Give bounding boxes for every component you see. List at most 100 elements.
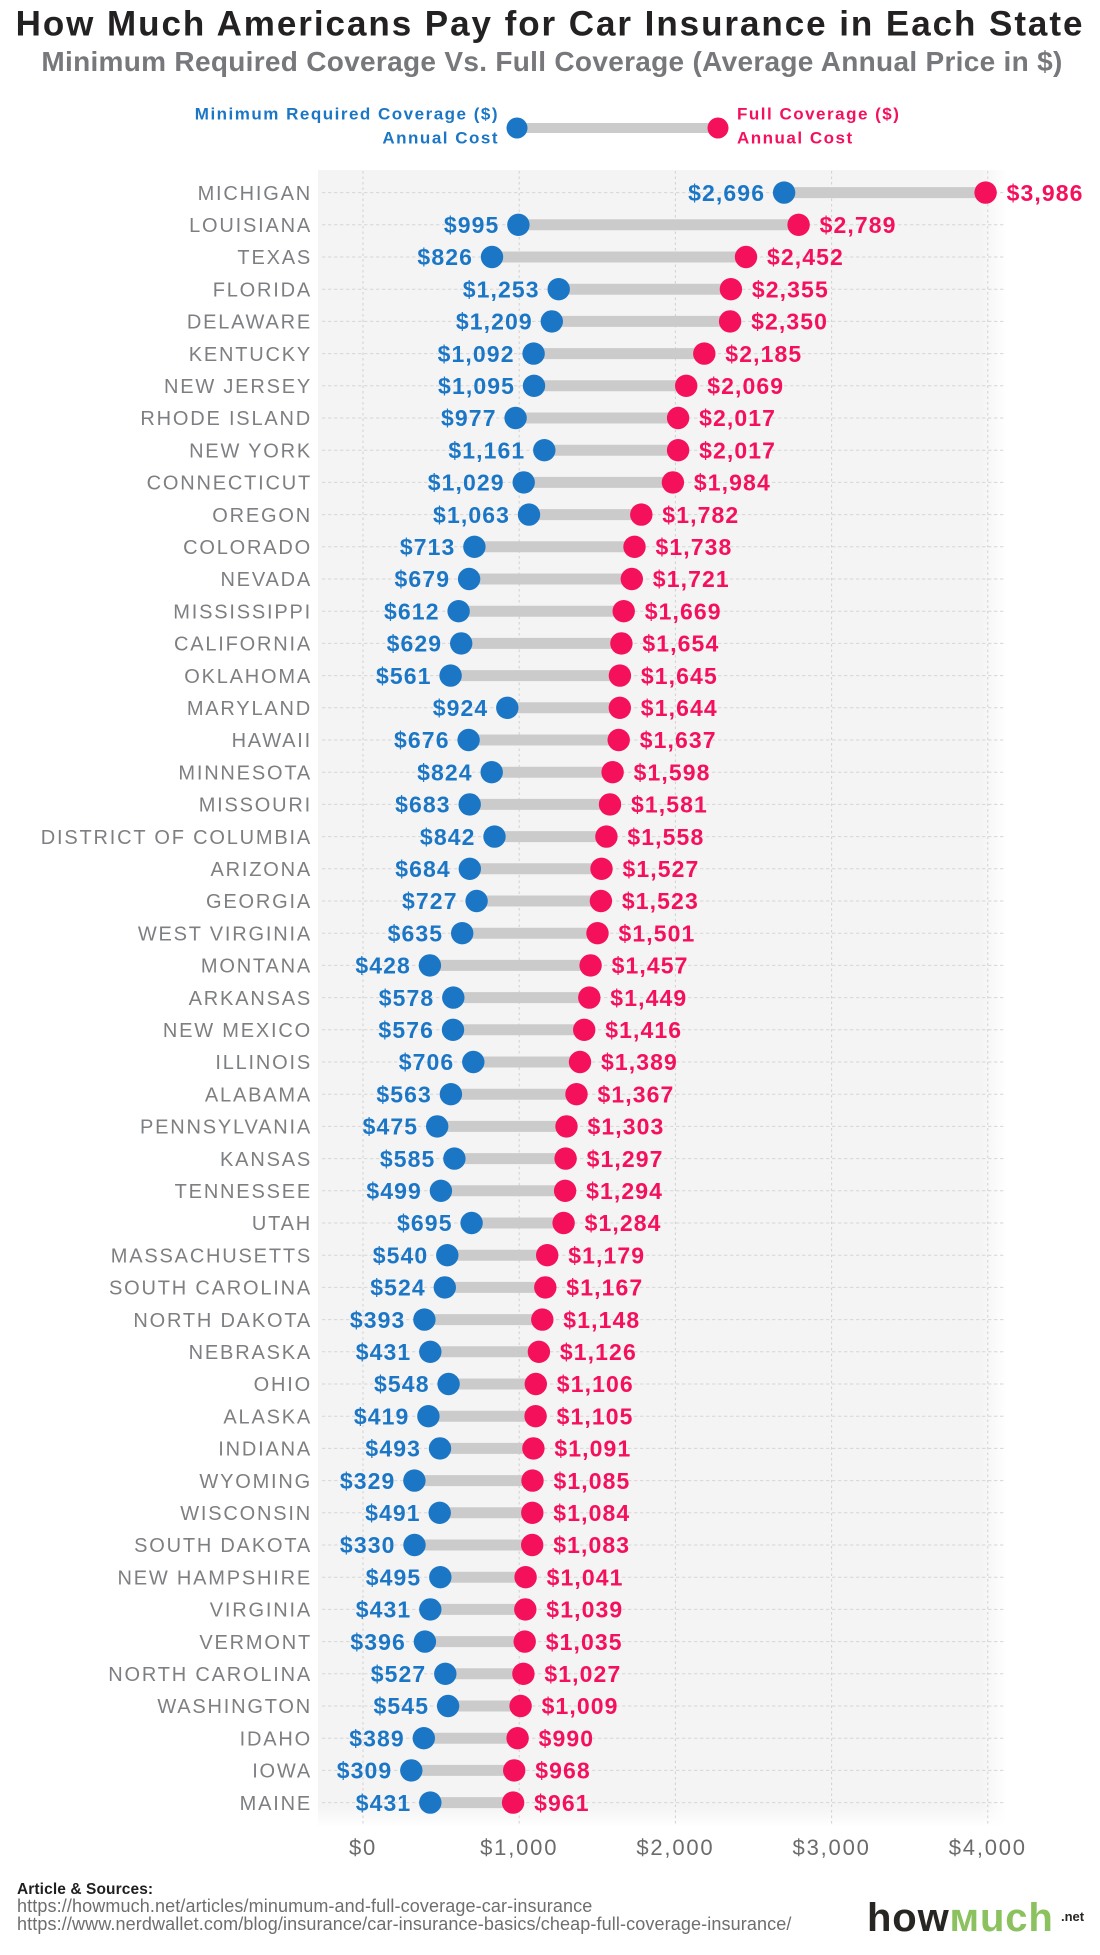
svg-text:MISSISSIPPI: MISSISSIPPI	[173, 601, 312, 623]
svg-text:$635: $635	[388, 920, 444, 946]
svg-text:Full Coverage ($): Full Coverage ($)	[737, 105, 900, 124]
svg-text:MAINE: MAINE	[240, 1793, 312, 1815]
svg-text:$968: $968	[535, 1758, 591, 1784]
svg-text:Annual Cost: Annual Cost	[737, 129, 854, 148]
svg-text:UTAH: UTAH	[252, 1213, 312, 1235]
svg-text:MASSACHUSETTS: MASSACHUSETTS	[111, 1245, 312, 1267]
svg-text:$826: $826	[417, 244, 473, 270]
svg-text:$3,000: $3,000	[793, 1835, 871, 1860]
svg-text:$524: $524	[370, 1275, 426, 1301]
svg-text:howмuch: howмuch	[867, 1896, 1054, 1940]
svg-text:WISCONSIN: WISCONSIN	[180, 1503, 312, 1525]
svg-text:TENNESSEE: TENNESSEE	[175, 1181, 312, 1203]
svg-text:DISTRICT OF COLUMBIA: DISTRICT OF COLUMBIA	[41, 827, 312, 849]
svg-text:$1,644: $1,644	[641, 695, 718, 721]
svg-text:$0: $0	[349, 1835, 377, 1860]
svg-text:$1,095: $1,095	[438, 373, 515, 399]
svg-text:$1,527: $1,527	[623, 856, 700, 882]
svg-text:$1,645: $1,645	[641, 663, 718, 689]
svg-text:$1,501: $1,501	[619, 920, 696, 946]
svg-text:$1,105: $1,105	[557, 1403, 634, 1429]
svg-text:$561: $561	[376, 663, 432, 689]
svg-text:ALASKA: ALASKA	[223, 1406, 312, 1428]
svg-text:$396: $396	[350, 1629, 406, 1655]
svg-text:$527: $527	[371, 1661, 427, 1687]
svg-text:$1,084: $1,084	[553, 1500, 630, 1526]
svg-text:$1,027: $1,027	[544, 1661, 621, 1687]
svg-text:$706: $706	[399, 1049, 455, 1075]
svg-text:$1,303: $1,303	[588, 1114, 665, 1140]
svg-text:$540: $540	[373, 1242, 429, 1268]
svg-text:GEORGIA: GEORGIA	[206, 891, 312, 913]
svg-text:$2,000: $2,000	[636, 1835, 714, 1860]
svg-text:$495: $495	[366, 1564, 422, 1590]
svg-text:$1,092: $1,092	[438, 341, 515, 367]
svg-text:WYOMING: WYOMING	[199, 1471, 312, 1493]
svg-text:HAWAII: HAWAII	[232, 730, 312, 752]
svg-text:$1,063: $1,063	[433, 502, 510, 528]
svg-text:WASHINGTON: WASHINGTON	[157, 1696, 312, 1718]
svg-text:$2,069: $2,069	[707, 373, 784, 399]
svg-text:RHODE ISLAND: RHODE ISLAND	[140, 408, 312, 430]
svg-text:$990: $990	[539, 1725, 595, 1751]
svg-text:MARYLAND: MARYLAND	[187, 698, 312, 720]
svg-text:IOWA: IOWA	[252, 1761, 312, 1783]
svg-text:ARIZONA: ARIZONA	[211, 859, 313, 881]
svg-text:$961: $961	[534, 1790, 590, 1816]
svg-text:https://www.nerdwallet.com/blo: https://www.nerdwallet.com/blog/insuranc…	[17, 1914, 792, 1934]
svg-text:Annual Cost: Annual Cost	[382, 129, 499, 148]
svg-text:$1,457: $1,457	[612, 953, 689, 979]
svg-text:$1,167: $1,167	[566, 1275, 643, 1301]
svg-text:NEW MEXICO: NEW MEXICO	[163, 1020, 312, 1042]
svg-text:VERMONT: VERMONT	[199, 1632, 312, 1654]
svg-text:$1,039: $1,039	[546, 1597, 623, 1623]
svg-text:$924: $924	[433, 695, 489, 721]
svg-text:$1,654: $1,654	[642, 631, 719, 657]
svg-text:NEBRASKA: NEBRASKA	[189, 1342, 312, 1364]
svg-text:$2,355: $2,355	[752, 276, 829, 302]
svg-text:$1,179: $1,179	[568, 1242, 645, 1268]
svg-text:CONNECTICUT: CONNECTICUT	[147, 473, 312, 495]
svg-text:$563: $563	[376, 1081, 432, 1107]
svg-text:$1,721: $1,721	[653, 566, 730, 592]
svg-text:$842: $842	[420, 824, 476, 850]
svg-text:SOUTH CAROLINA: SOUTH CAROLINA	[109, 1278, 312, 1300]
svg-text:$1,284: $1,284	[585, 1210, 662, 1236]
svg-text:$1,209: $1,209	[456, 309, 533, 335]
svg-text:$629: $629	[387, 631, 443, 657]
svg-text:$713: $713	[400, 534, 456, 560]
svg-text:CALIFORNIA: CALIFORNIA	[174, 634, 312, 656]
svg-text:IDAHO: IDAHO	[240, 1728, 312, 1750]
svg-text:$727: $727	[402, 888, 458, 914]
svg-text:$1,106: $1,106	[557, 1371, 634, 1397]
svg-text:INDIANA: INDIANA	[218, 1439, 312, 1461]
svg-text:$2,696: $2,696	[688, 180, 765, 206]
svg-text:NORTH DAKOTA: NORTH DAKOTA	[133, 1310, 312, 1332]
svg-text:$493: $493	[365, 1436, 421, 1462]
svg-text:$1,297: $1,297	[587, 1146, 664, 1172]
svg-text:$2,350: $2,350	[751, 309, 828, 335]
svg-text:$1,041: $1,041	[547, 1564, 624, 1590]
svg-text:$393: $393	[350, 1307, 406, 1333]
svg-text:Minimum Required Coverage Vs.: Minimum Required Coverage Vs. Full Cover…	[41, 46, 1062, 77]
svg-text:$2,017: $2,017	[699, 405, 776, 431]
svg-text:$1,389: $1,389	[601, 1049, 678, 1075]
svg-text:$612: $612	[384, 598, 440, 624]
svg-text:$977: $977	[441, 405, 497, 431]
svg-text:WEST VIRGINIA: WEST VIRGINIA	[138, 923, 312, 945]
svg-text:$2,789: $2,789	[820, 212, 897, 238]
svg-text:$1,558: $1,558	[627, 824, 704, 850]
svg-text:$576: $576	[378, 1017, 434, 1043]
svg-text:$1,253: $1,253	[463, 276, 540, 302]
svg-text:NEW HAMPSHIRE: NEW HAMPSHIRE	[117, 1567, 312, 1589]
svg-text:$309: $309	[337, 1758, 393, 1784]
svg-text:$431: $431	[356, 1597, 412, 1623]
svg-text:COLORADO: COLORADO	[183, 537, 312, 559]
svg-text:$585: $585	[380, 1146, 436, 1172]
svg-text:ARKANSAS: ARKANSAS	[189, 988, 312, 1010]
svg-text:PENNSYLVANIA: PENNSYLVANIA	[140, 1117, 312, 1139]
svg-text:$684: $684	[395, 856, 451, 882]
svg-text:MONTANA: MONTANA	[201, 956, 312, 978]
svg-text:OKLAHOMA: OKLAHOMA	[184, 666, 312, 688]
svg-text:.net: .net	[1061, 1909, 1085, 1924]
